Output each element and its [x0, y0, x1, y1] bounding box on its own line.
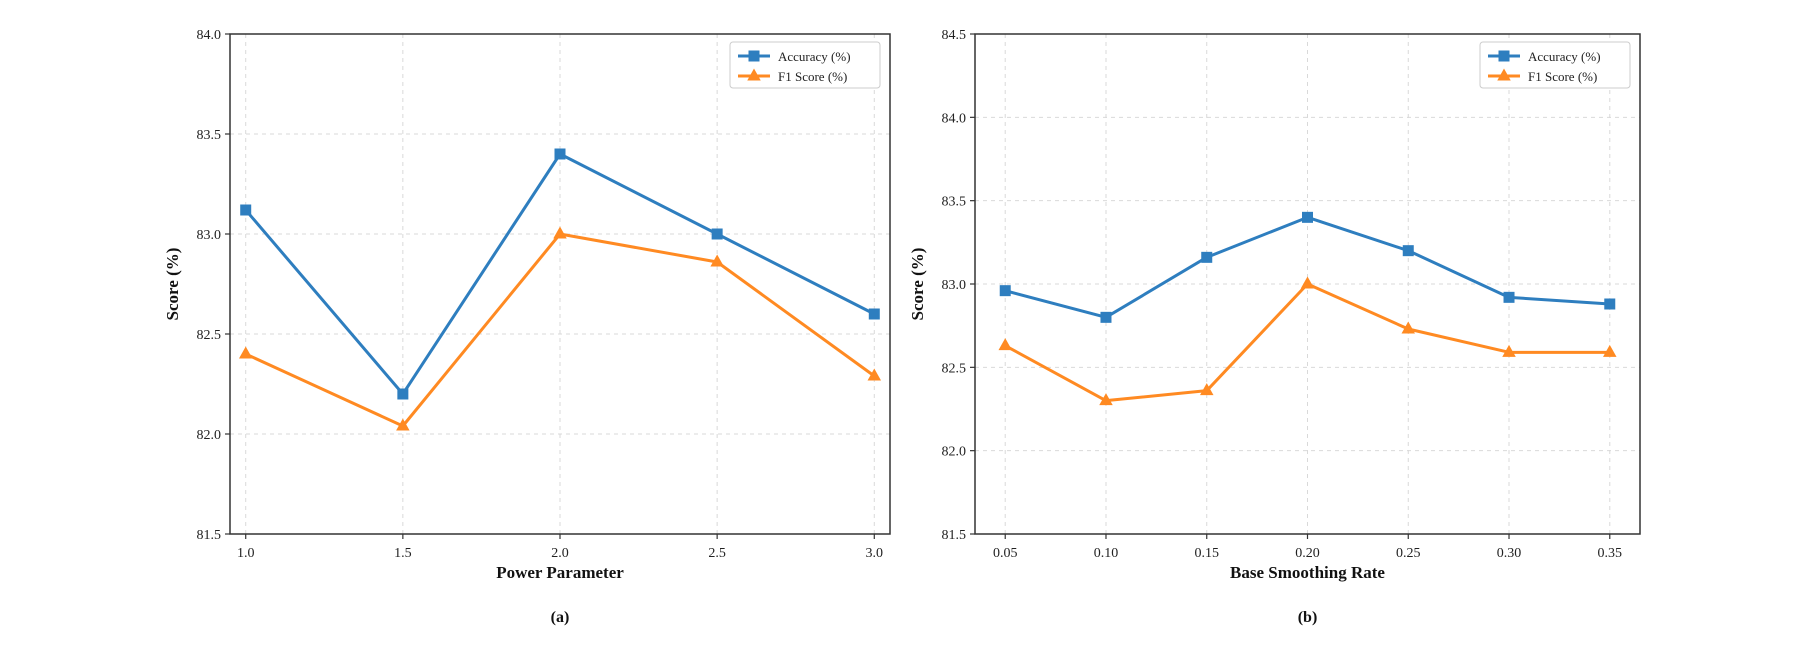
legend-label: F1 Score (%) [778, 69, 847, 84]
data-point [1100, 311, 1112, 323]
y-tick-label: 82.0 [942, 445, 967, 460]
x-tick-label: 0.15 [1194, 546, 1219, 561]
x-tick-label: 0.35 [1598, 546, 1623, 561]
y-axis-title: Score (%) [163, 248, 182, 321]
y-tick-label: 81.5 [197, 528, 222, 543]
data-point [1099, 393, 1113, 406]
data-point [999, 285, 1011, 297]
data-point [998, 338, 1012, 351]
y-tick-label: 82.0 [197, 428, 222, 443]
data-point [1201, 251, 1213, 263]
x-tick-label: 2.5 [708, 546, 726, 561]
y-tick-label: 81.5 [942, 528, 967, 543]
data-point [396, 418, 410, 431]
data-point [1603, 344, 1617, 357]
data-point [1502, 344, 1516, 357]
data-point [240, 204, 252, 216]
data-point [867, 368, 882, 381]
x-tick-label: 2.0 [551, 546, 569, 561]
x-tick-label: 0.20 [1295, 546, 1320, 561]
data-point [554, 148, 566, 160]
y-tick-label: 83.0 [197, 228, 222, 243]
legend: Accuracy (%) F1 Score (%) [1479, 41, 1631, 89]
data-point [1503, 291, 1515, 303]
data-point [1199, 383, 1214, 396]
series-accuracy [240, 148, 880, 400]
series-accuracy [999, 211, 1616, 323]
y-tick-label: 83.5 [942, 195, 967, 210]
x-tick-label: 0.30 [1497, 546, 1522, 561]
y-tick-label: 84.5 [942, 28, 967, 43]
y-tick-label: 84.0 [197, 28, 222, 43]
x-tick-label: 3.0 [866, 546, 884, 561]
legend-label: Accuracy (%) [1528, 49, 1601, 64]
data-point [1302, 211, 1313, 223]
y-tick-label: 84.0 [942, 111, 967, 126]
data-point [1300, 276, 1315, 289]
data-point [553, 226, 567, 239]
y-tick-label: 82.5 [942, 361, 967, 376]
series-f1-score [238, 226, 882, 431]
data-point [238, 346, 253, 359]
data-point [1604, 298, 1616, 310]
x-axis-title: Base Smoothing Rate [1230, 563, 1385, 582]
legend: Accuracy (%) F1 Score (%) [729, 41, 881, 89]
data-point [1401, 321, 1416, 334]
panel-caption: (a) [551, 609, 570, 626]
panel-caption: (b) [1298, 609, 1318, 626]
legend-marker [748, 50, 760, 62]
legend-label: Accuracy (%) [778, 49, 851, 64]
y-tick-label: 83.5 [197, 128, 222, 143]
y-tick-label: 82.5 [197, 328, 222, 343]
x-tick-label: 0.10 [1094, 546, 1119, 561]
y-tick-label: 83.0 [942, 278, 967, 293]
panel-b: 0.05 0.10 0.15 0.20 0.25 0.30 0.35 81.5 82.0 82.5… [908, 28, 1641, 626]
data-point [1402, 245, 1414, 257]
legend-marker [747, 68, 761, 81]
x-tick-label: 1.5 [394, 546, 412, 561]
x-axis-title: Power Parameter [496, 563, 624, 582]
data-point [710, 254, 724, 267]
legend-marker [1497, 68, 1511, 81]
panel-a: 1.0 1.5 2.0 2.5 3.0 81.5 82.0 82.5 83.0 83.5 84.0 P… [163, 28, 891, 626]
series-f1-score [998, 276, 1617, 406]
data-point [711, 228, 723, 240]
data-point [397, 388, 409, 400]
x-tick-label: 0.05 [993, 546, 1018, 561]
y-axis-title: Score (%) [908, 248, 927, 321]
x-tick-label: 0.25 [1396, 546, 1421, 561]
legend-label: F1 Score (%) [1528, 69, 1597, 84]
legend-marker [1498, 50, 1510, 62]
x-tick-label: 1.0 [237, 546, 255, 561]
data-point [868, 308, 880, 320]
